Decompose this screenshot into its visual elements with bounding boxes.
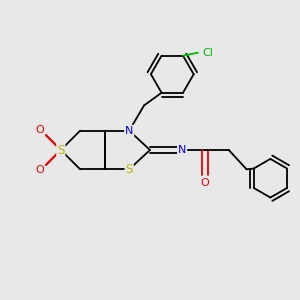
Text: S: S xyxy=(57,143,64,157)
Text: O: O xyxy=(35,125,44,135)
Text: O: O xyxy=(201,178,209,188)
Text: N: N xyxy=(125,126,134,136)
Text: O: O xyxy=(35,165,44,175)
Text: N: N xyxy=(178,145,186,155)
Text: S: S xyxy=(125,163,133,176)
Text: Cl: Cl xyxy=(202,48,213,58)
